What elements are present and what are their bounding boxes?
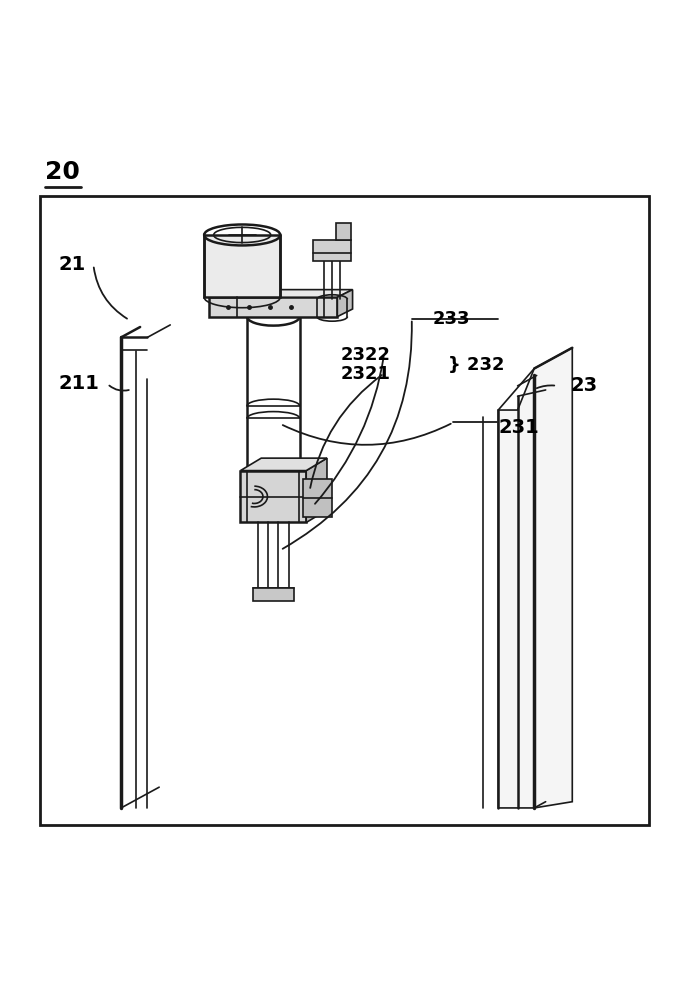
Text: } 232: } 232 [448, 356, 505, 374]
Bar [253, 588, 294, 601]
Polygon shape [313, 240, 351, 261]
Polygon shape [498, 348, 572, 808]
Text: 211: 211 [59, 374, 100, 393]
Polygon shape [306, 458, 327, 522]
Polygon shape [241, 458, 327, 471]
Text: 23: 23 [571, 376, 598, 395]
Polygon shape [336, 223, 351, 240]
Polygon shape [209, 290, 353, 297]
Polygon shape [303, 479, 331, 517]
Text: 20: 20 [45, 160, 80, 184]
Text: 2321: 2321 [341, 365, 391, 383]
Polygon shape [241, 471, 306, 522]
Polygon shape [204, 235, 280, 297]
Polygon shape [209, 297, 338, 317]
Bar [40, 196, 649, 825]
Text: 21: 21 [59, 255, 86, 274]
Text: 2322: 2322 [341, 346, 391, 364]
Polygon shape [338, 290, 353, 317]
Text: 231: 231 [498, 418, 539, 437]
Text: 233: 233 [432, 310, 470, 328]
